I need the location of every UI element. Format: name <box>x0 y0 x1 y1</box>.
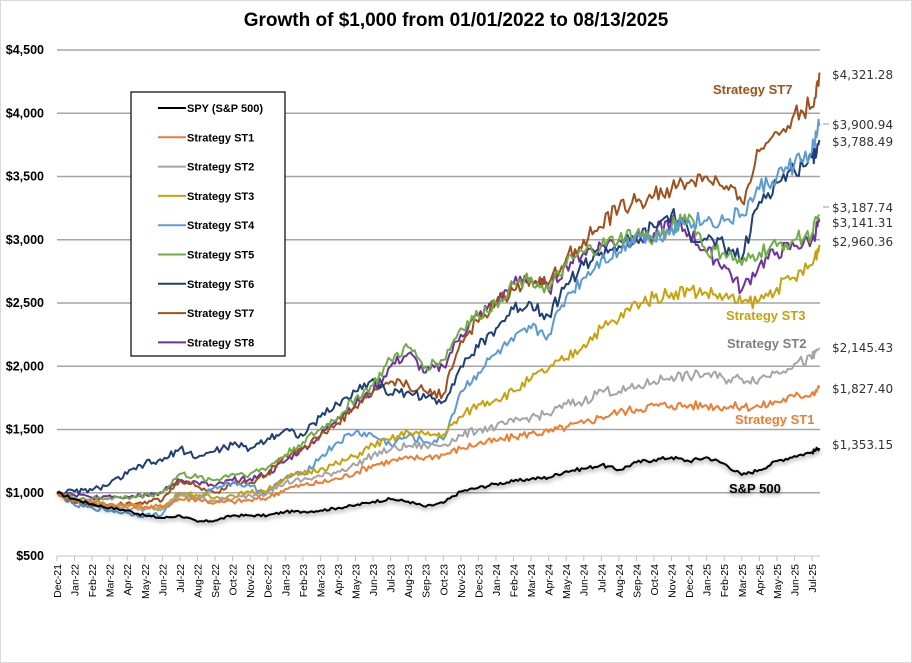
x-tick-label: Jun-23 <box>368 564 380 596</box>
legend-entry: SPY (S&P 500) <box>187 103 263 115</box>
x-tick-label: Jul-24 <box>596 564 608 593</box>
x-tick-label: May-22 <box>140 564 152 599</box>
x-tick-label: Dec-24 <box>684 564 696 598</box>
legend-entry: Strategy ST4 <box>187 220 255 232</box>
end-label-st2: $2,145.43 <box>832 341 893 355</box>
x-tick-label: Mar-25 <box>737 564 749 597</box>
x-tick-label: Dec-23 <box>473 564 485 598</box>
x-tick-label: Nov-23 <box>456 564 468 598</box>
x-tick-label: Jun-22 <box>157 564 169 596</box>
y-tick-label: $1,500 <box>6 423 44 437</box>
x-tick-label: Apr-23 <box>333 564 345 596</box>
end-label-st3: $2,960.36 <box>832 235 893 249</box>
x-tick-label: Apr-22 <box>122 564 134 596</box>
series-lines <box>56 72 821 523</box>
y-tick-label: $1,000 <box>6 486 44 500</box>
x-tick-label: May-25 <box>772 564 784 599</box>
x-tick-label: Apr-25 <box>754 564 766 596</box>
x-tick-label: Jan-24 <box>491 564 503 596</box>
x-tick-label: Jan-23 <box>280 564 292 596</box>
x-tick-label: Aug-22 <box>192 564 204 598</box>
x-tick-label: Sep-24 <box>631 564 643 598</box>
x-tick-label: Dec-22 <box>263 564 275 598</box>
x-tick-label: May-24 <box>561 564 573 599</box>
y-tick-label: $4,000 <box>6 106 44 120</box>
series-line-st2 <box>56 347 821 513</box>
x-tick-label: Apr-24 <box>544 564 556 596</box>
chart-title: Growth of $1,000 from 01/01/2022 to 08/1… <box>243 10 669 31</box>
x-tick-label: Jul-23 <box>386 564 398 593</box>
end-label-st6: $3,788.49 <box>832 135 893 149</box>
series-annotations: S&P 500 Strategy ST1 Strategy ST2 Strategy … <box>713 82 814 496</box>
x-tick-label: Feb-23 <box>298 564 310 597</box>
y-axis: $500 $1,000 $1,500 $2,000 $2,500 $3,000 $3,500… <box>6 43 44 563</box>
annotation-st1: Strategy ST1 <box>735 412 814 427</box>
y-tick-label: $3,000 <box>6 233 44 247</box>
legend-entry: Strategy ST8 <box>187 337 254 349</box>
legend-box <box>130 91 286 357</box>
legend-entry: Strategy ST5 <box>187 250 254 262</box>
x-tick-label: Oct-24 <box>649 564 661 596</box>
end-label-st7: $4,321.28 <box>832 68 893 82</box>
x-tick-label: Jun-24 <box>579 564 591 596</box>
x-tick-label: Mar-23 <box>315 564 327 597</box>
x-tick-label: Jun-25 <box>789 564 801 596</box>
x-tick-label: Feb-22 <box>87 564 99 597</box>
series-line-st1 <box>56 384 821 510</box>
series-line-st7 <box>56 72 821 508</box>
x-tick-label: Jan-22 <box>70 564 82 596</box>
x-tick-label: Nov-22 <box>245 564 257 598</box>
legend-entry: Strategy ST7 <box>187 308 254 320</box>
end-value-labels: $1,353.15 $1,827.40 $2,145.43 $2,960.36 $3,9… <box>823 68 893 452</box>
legend-entry: Strategy ST6 <box>187 279 254 291</box>
y-tick-label: $4,500 <box>6 43 44 57</box>
x-tick-label: Mar-22 <box>105 564 117 597</box>
x-tick-label: Jul-25 <box>807 564 819 593</box>
end-label-st5: $3,187.74 <box>832 201 893 215</box>
annotation-spy: S&P 500 <box>729 481 781 496</box>
x-tick-label: Oct-22 <box>228 564 240 596</box>
y-tick-label: $2,000 <box>6 359 44 373</box>
legend-entry: Strategy ST1 <box>187 132 254 144</box>
series-line-st8 <box>56 214 821 501</box>
x-tick-label: Sep-23 <box>421 564 433 598</box>
x-tick-label: May-23 <box>350 564 362 599</box>
annotation-st7: Strategy ST7 <box>713 82 792 97</box>
x-tick-label: Jan-25 <box>702 564 714 596</box>
x-tick-label: Dec-21 <box>52 564 64 598</box>
x-tick-label: Sep-22 <box>210 564 222 598</box>
x-tick-label: Feb-25 <box>719 564 731 597</box>
legend: SPY (S&P 500) Strategy ST1 Strategy ST2 Str… <box>130 91 286 357</box>
annotation-st3: Strategy ST3 <box>726 308 805 323</box>
x-axis: Dec-21 Jan-22 Feb-22 Mar-22 Apr-22 May-22 Jun-… <box>52 556 819 599</box>
x-tick-label: Feb-24 <box>509 564 521 597</box>
y-tick-label: $3,500 <box>6 170 44 184</box>
end-label-spy: $1,353.15 <box>832 438 893 452</box>
series-line-st5 <box>56 213 821 502</box>
legend-entry: Strategy ST3 <box>187 191 254 203</box>
series-line-spy <box>56 446 821 523</box>
x-tick-label: Jul-22 <box>175 564 187 593</box>
y-tick-label: $500 <box>16 549 44 563</box>
end-label-st8: $3,141.31 <box>832 216 893 230</box>
annotation-st2: Strategy ST2 <box>727 336 806 351</box>
x-tick-label: Aug-24 <box>614 564 626 598</box>
end-label-st1: $1,827.40 <box>832 382 893 396</box>
legend-entry: Strategy ST2 <box>187 162 254 174</box>
end-label-st4: $3,900.94 <box>832 118 893 132</box>
x-tick-label: Aug-23 <box>403 564 415 598</box>
x-tick-label: Nov-24 <box>667 564 679 598</box>
x-tick-label: Mar-24 <box>526 564 538 597</box>
y-tick-label: $2,500 <box>6 296 44 310</box>
x-tick-label: Oct-23 <box>438 564 450 596</box>
